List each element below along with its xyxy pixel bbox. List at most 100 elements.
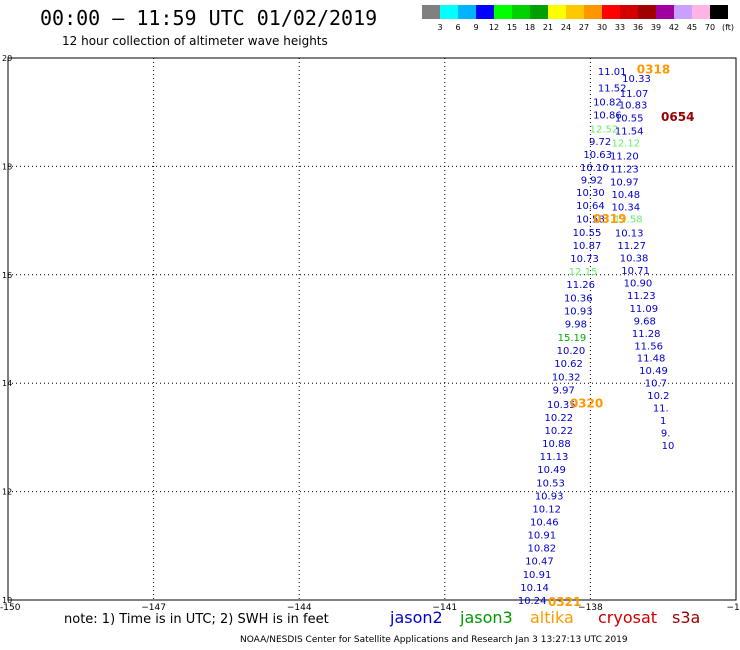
color-scale-label: (ft) (721, 23, 735, 32)
wave-height-label: 11.56 (634, 341, 663, 352)
wave-height-label: 11.27 (617, 241, 646, 252)
y-tick-label: 20 (2, 54, 12, 63)
wave-height-label: 11.01 (598, 67, 627, 78)
wave-height-label: 11.48 (637, 354, 666, 365)
color-swatch (422, 5, 440, 19)
wave-height-label: 10.62 (554, 359, 583, 370)
wave-height-label: 11.23 (610, 165, 639, 176)
y-tick-label: 12 (2, 488, 12, 497)
y-tick-label: 14 (2, 379, 12, 388)
wave-height-label: 10.49 (639, 366, 668, 377)
x-tick-label: −144 (287, 603, 312, 613)
wave-height-label: 9.72 (589, 137, 611, 148)
x-tick-label: −138 (578, 603, 603, 613)
color-scale-label: 39 (650, 23, 662, 32)
wave-height-label: 12.12 (612, 139, 641, 150)
chart-subtitle: 12 hour collection of altimeter wave hei… (62, 34, 328, 48)
wave-height-label: 12.58 (614, 214, 643, 225)
wave-height-label: 11. (653, 404, 669, 415)
time-label: 0318 (637, 62, 670, 76)
wave-height-label: 10.36 (564, 294, 593, 305)
color-scale-label: 15 (506, 23, 518, 32)
time-label: 0654 (661, 110, 694, 124)
wave-height-label: 10.58 (576, 214, 605, 225)
color-swatch (512, 5, 530, 19)
color-swatch (638, 5, 656, 19)
color-scale-label: 18 (524, 23, 536, 32)
legend-item-jason3: jason3 (460, 608, 513, 627)
wave-height-label: 10.90 (624, 278, 653, 289)
wave-height-label: 9.98 (565, 320, 587, 331)
color-scale-label: 3 (437, 23, 443, 32)
color-scale-label: 21 (542, 23, 554, 32)
color-swatch (566, 5, 584, 19)
wave-height-label: 11.13 (540, 452, 569, 463)
legend-item-jason2: jason2 (390, 608, 443, 627)
wave-height-label: 10.83 (619, 101, 648, 112)
color-swatch (530, 5, 548, 19)
wave-height-label: 10.55 (573, 228, 602, 239)
wave-height-label: 10.97 (610, 178, 639, 189)
wave-height-label: 10.33 (622, 74, 651, 85)
x-tick-label: −13 (727, 603, 740, 613)
color-swatch (620, 5, 638, 19)
color-scale-label: 6 (455, 23, 461, 32)
wave-height-label: 10.87 (573, 241, 602, 252)
wave-height-label: 10.48 (612, 190, 641, 201)
wave-height-label: 9.97 (553, 386, 575, 397)
color-swatch (548, 5, 566, 19)
wave-height-label: 11.09 (629, 304, 658, 315)
wave-height-label: 11.26 (566, 280, 595, 291)
color-swatch (584, 5, 602, 19)
color-scale-label: 30 (596, 23, 608, 32)
wave-height-label: 10.93 (564, 307, 593, 318)
time-label: 0320 (570, 397, 603, 411)
color-scale-label: 42 (668, 23, 680, 32)
color-swatch (458, 5, 476, 19)
wave-height-label: 10.82 (593, 97, 622, 108)
wave-height-label: 10.86 (593, 110, 622, 121)
color-swatch (674, 5, 692, 19)
legend-item-s3a: s3a (672, 608, 701, 627)
color-scale-label: 24 (560, 23, 572, 32)
wave-height-label: 10.20 (557, 346, 586, 357)
wave-height-label: 10.22 (545, 413, 574, 424)
wave-height-label: 10.91 (528, 530, 557, 541)
wave-height-label: 15.19 (558, 333, 587, 344)
wave-height-label: 11.28 (632, 329, 661, 340)
wave-height-label: 10.10 (580, 163, 609, 174)
wave-height-label: 10.34 (612, 203, 641, 214)
wave-height-label: 12.15 (569, 267, 598, 278)
y-tick-label: 16 (2, 271, 12, 280)
credit-line: NOAA/NESDIS Center for Satellite Applica… (240, 635, 628, 645)
color-swatch (602, 5, 620, 19)
color-swatch (440, 5, 458, 19)
wave-height-label: 10.91 (523, 570, 552, 581)
wave-height-label: 10.93 (535, 491, 564, 502)
wave-height-label: 11.23 (627, 291, 656, 302)
wave-height-label: 12.52 (590, 124, 619, 135)
wave-height-label: 10.47 (525, 556, 554, 567)
x-tick-label: −141 (432, 603, 457, 613)
y-tick-label: 18 (2, 162, 12, 171)
wave-height-label: 10.35 (547, 400, 576, 411)
wave-height-label: 9. (661, 429, 671, 440)
wave-height-label: 10.46 (530, 517, 559, 528)
wave-height-label: 10.73 (570, 254, 599, 265)
wave-height-label: 1 (660, 416, 666, 427)
wave-height-label: 11.54 (615, 127, 644, 138)
wave-height-label: 10.2 (647, 391, 669, 402)
wave-height-label: 10.12 (532, 504, 561, 515)
wave-height-label: 9.68 (634, 316, 656, 327)
wave-height-label: 10.7 (645, 379, 667, 390)
chart-title: 00:00 – 11:59 UTC 01/02/2019 (40, 6, 378, 30)
wave-height-label: 11.07 (620, 89, 649, 100)
wave-height-label: 10.71 (621, 266, 650, 277)
legend-item-cryosat: cryosat (598, 608, 658, 627)
wave-height-label: 10 (662, 441, 675, 452)
wave-height-label: 9.92 (581, 175, 603, 186)
wave-height-label: 10.30 (576, 188, 605, 199)
time-label: 0319 (593, 212, 626, 226)
color-swatch (656, 5, 674, 19)
